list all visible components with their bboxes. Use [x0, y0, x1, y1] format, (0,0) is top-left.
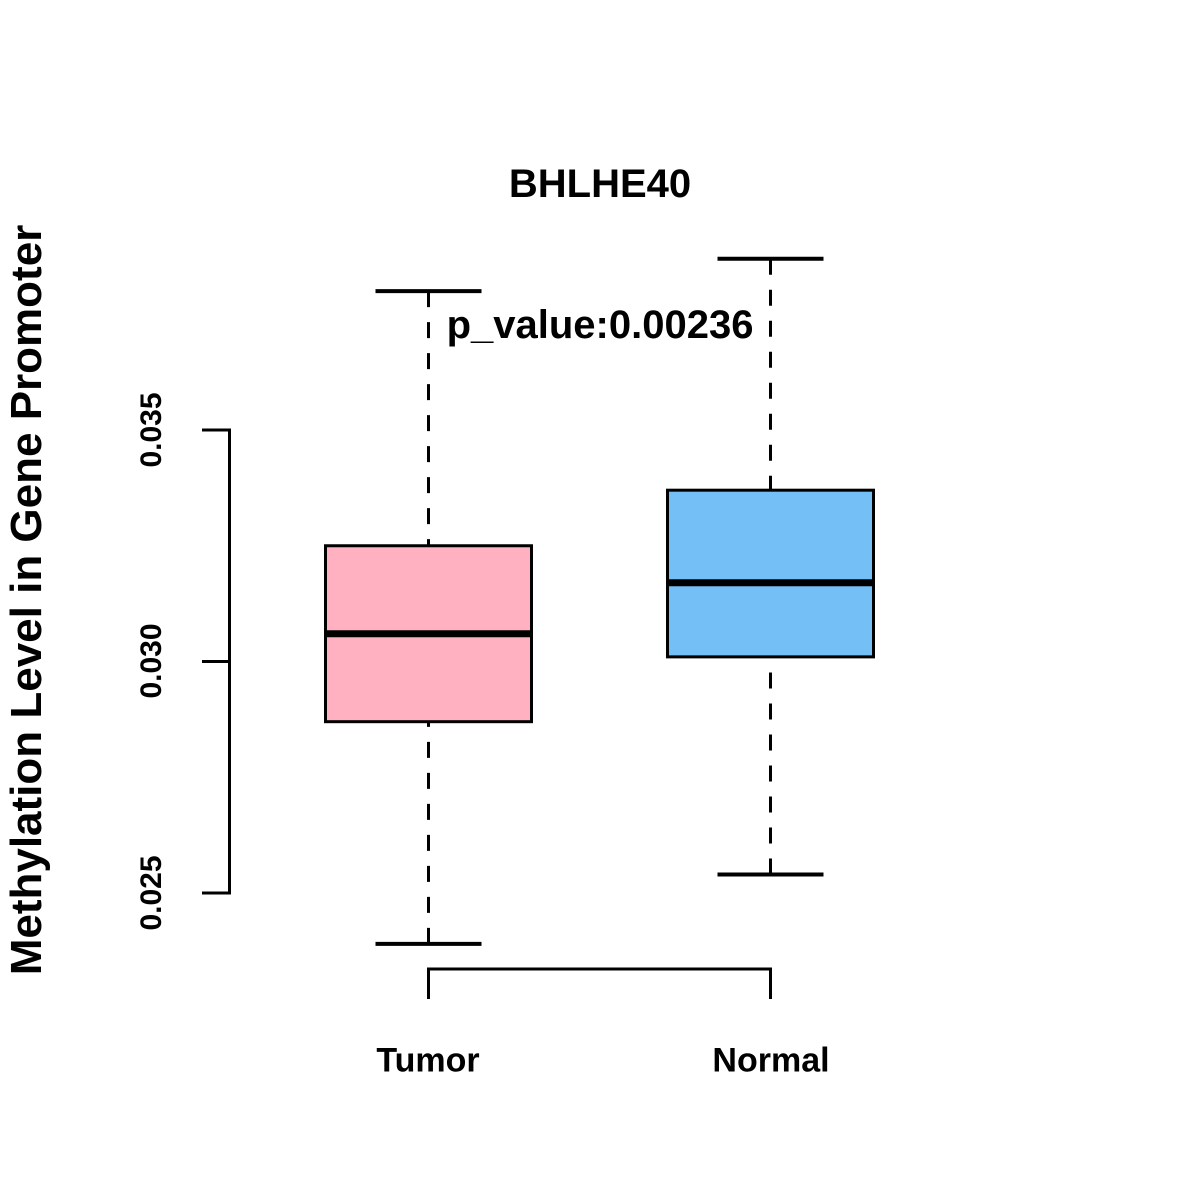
chart-title: BHLHE40 — [508, 162, 692, 206]
x-category-label-tumor: Tumor — [376, 1041, 480, 1080]
chart-title-block: BHLHE40 p_value:0.00236 — [0, 67, 1200, 443]
x-category-label-normal: Normal — [712, 1041, 830, 1080]
chart-subtitle: p_value:0.00236 — [446, 303, 754, 347]
normal-box — [666, 488, 875, 659]
